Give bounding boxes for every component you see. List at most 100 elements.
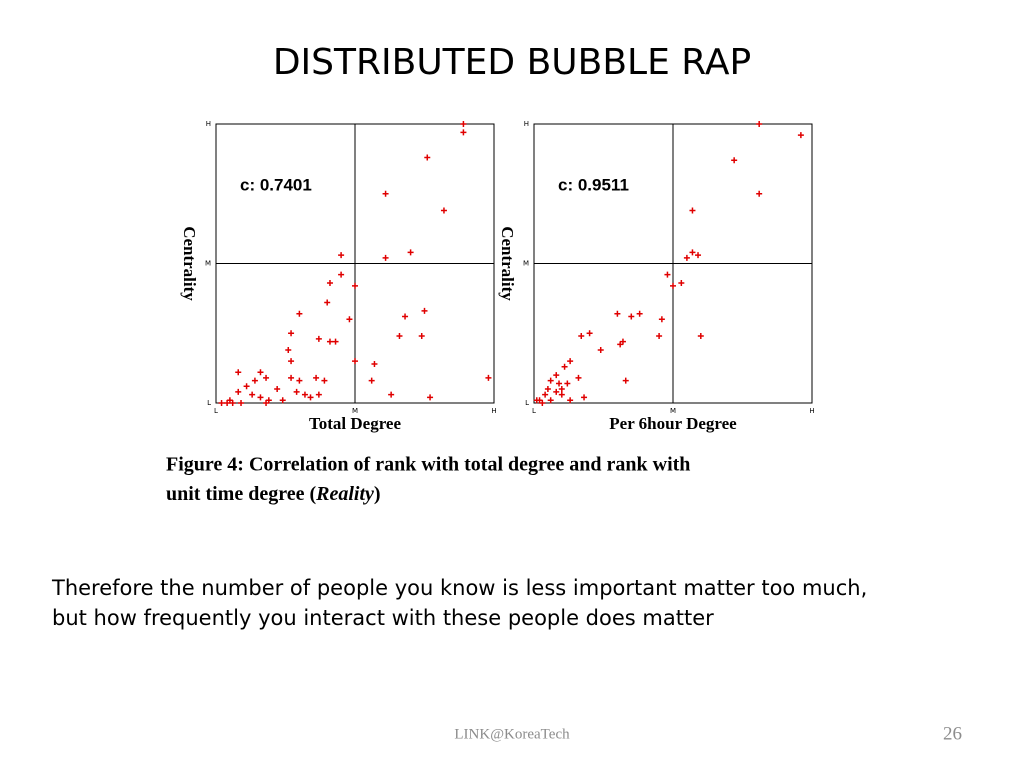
scatter-point [301, 391, 308, 398]
scatter-point [407, 249, 414, 256]
scatter-point [556, 380, 563, 387]
x-tick-label: M [352, 407, 358, 415]
body-text: but how frequently you interact with the… [52, 606, 714, 630]
scatter-point [224, 400, 231, 406]
y-tick-label: M [205, 260, 211, 268]
y-tick-label: L [525, 399, 529, 407]
scatter-point [321, 377, 328, 384]
scatter-point [617, 341, 624, 348]
y-tick-label: H [206, 120, 211, 128]
scatter-point [614, 310, 621, 317]
footer: LINK@KoreaTech [454, 726, 570, 742]
scatter-point [296, 377, 303, 384]
x-axis-label: Total Degree [309, 414, 402, 433]
scatter-point [586, 330, 593, 337]
scatter-point [670, 282, 676, 289]
scatter-point [274, 386, 281, 393]
scatter-point [460, 121, 467, 127]
scatter-point [731, 157, 738, 164]
scatter-point [553, 372, 560, 379]
scatter-point [352, 282, 358, 289]
scatter-point [235, 388, 242, 395]
y-tick-label: M [523, 260, 529, 268]
caption-text: ) [374, 483, 381, 505]
scatter-point [313, 374, 320, 381]
scatter-point [427, 394, 434, 401]
caption-emphasis: Reality [315, 483, 374, 505]
scatter-point [756, 121, 763, 127]
scatter-point [371, 360, 378, 367]
scatter-point [460, 129, 467, 136]
scatter-point [279, 397, 286, 404]
chart: L M H L M Hc: 0.7401 Total Degree Centrality [180, 120, 497, 433]
scatter-point [296, 310, 303, 317]
scatter-point [547, 397, 554, 404]
x-tick-label: H [809, 407, 814, 415]
figure-caption: unit time degree (Reality) [166, 483, 381, 505]
scatter-point [622, 377, 629, 384]
scatter-point [218, 400, 225, 406]
scatter-point [257, 369, 264, 376]
scatter-point [440, 207, 447, 214]
scatter-point [338, 271, 345, 278]
scatter-point [326, 338, 333, 345]
y-axis-label: Centrality [180, 226, 199, 301]
scatter-point [689, 249, 696, 256]
x-tick-label: L [214, 407, 218, 415]
scatter-point [544, 386, 551, 393]
scatter-point [539, 400, 546, 406]
scatter-point [346, 316, 353, 323]
scatter-point [636, 310, 643, 317]
x-tick-label: M [670, 407, 676, 415]
scatter-point [285, 346, 292, 353]
annotation: c: 0.7401 [240, 175, 312, 194]
scatter-point [263, 400, 270, 406]
scatter-point [315, 391, 322, 398]
scatter-point [288, 330, 295, 337]
scatter-point [547, 377, 554, 384]
scatter-point [664, 271, 671, 278]
figure-caption: Figure 4: Correlation of rank with total… [166, 454, 690, 476]
scatter-point [418, 333, 425, 340]
scatter-point [697, 333, 704, 340]
scatter-point [243, 383, 250, 390]
scatter-point [756, 190, 763, 197]
scatter-point [656, 333, 663, 340]
scatter-point [382, 254, 389, 261]
scatter-point [683, 254, 690, 261]
scatter-point [402, 313, 409, 320]
scatter-point [257, 394, 264, 401]
scatter-point [567, 397, 574, 404]
annotation: c: 0.9511 [558, 175, 629, 194]
scatter-point [658, 316, 665, 323]
scatter-point [249, 391, 256, 398]
scatter-point [564, 380, 571, 387]
body-text: Therefore the number of people you know … [51, 576, 867, 600]
scatter-point [533, 397, 540, 404]
scatter-point [288, 374, 295, 381]
caption-text: unit time degree ( [166, 483, 316, 505]
scatter-point [561, 363, 568, 370]
scatter-point [689, 207, 696, 214]
scatter-point [558, 391, 565, 398]
scatter-point [315, 335, 322, 342]
scatter-point [619, 338, 626, 345]
scatter-point [226, 397, 233, 404]
x-tick-label: L [532, 407, 536, 415]
scatter-point [263, 374, 270, 381]
scatter-point [368, 377, 375, 384]
scatter-point [581, 394, 588, 401]
x-tick-label: H [491, 407, 496, 415]
scatter-point [695, 252, 702, 259]
scatter-point [678, 280, 685, 287]
scatter-point [352, 358, 358, 365]
scatter-point [326, 280, 333, 287]
y-tick-label: H [524, 120, 529, 128]
scatter-point [567, 358, 574, 365]
scatter-point [265, 397, 272, 404]
scatter-point [424, 154, 431, 161]
scatter-point [421, 307, 428, 314]
scatter-point [235, 369, 242, 376]
